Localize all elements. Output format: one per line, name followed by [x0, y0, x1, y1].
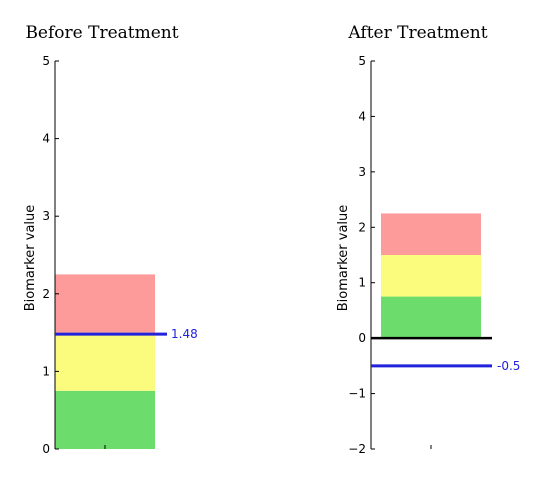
y-tick-label-before: 2 [42, 287, 50, 301]
y-tick-label-after: 0 [358, 331, 366, 345]
chart-title-after: After Treatment [347, 23, 487, 43]
chart-title-before: Before Treatment [25, 23, 178, 43]
biomarker-marker-label-before: 1.48 [171, 327, 198, 341]
y-tick-label-after: 3 [358, 165, 366, 179]
range-band-after-2 [381, 213, 481, 255]
y-tick-label-after: 4 [358, 109, 366, 123]
range-band-before-2 [55, 274, 155, 333]
range-band-before-0 [55, 390, 155, 449]
plot-area-before: 0 1 2 3 4 5 1.48 [42, 54, 197, 456]
y-tick-label-before: 5 [42, 54, 50, 68]
chart-after-treatment: After Treatment Biomarker value −2 −1 0 1 2 3… [336, 23, 520, 456]
y-tick-label-after: −2 [348, 442, 366, 456]
range-band-before-1 [55, 332, 155, 391]
y-tick-label-after: −1 [348, 387, 366, 401]
y-axis-label-after: Biomarker value [336, 205, 351, 312]
y-tick-label-before: 4 [42, 132, 50, 146]
y-tick-label-before: 3 [42, 209, 50, 223]
plot-area-after: −2 −1 0 1 2 3 4 5 -0.5 [348, 54, 520, 456]
y-tick-label-after: 1 [358, 276, 366, 290]
chart-before-treatment: Before Treatment Biomarker value 0 1 2 3 4 5 1… [23, 23, 198, 456]
range-band-after-1 [381, 255, 481, 297]
y-tick-label-before: 0 [42, 442, 50, 456]
y-tick-label-after: 5 [358, 54, 366, 68]
range-band-after-0 [381, 296, 481, 339]
biomarker-marker-label-after: -0.5 [497, 359, 520, 373]
y-tick-label-after: 2 [358, 220, 366, 234]
y-tick-label-before: 1 [42, 364, 50, 378]
y-axis-label-before: Biomarker value [23, 205, 38, 312]
